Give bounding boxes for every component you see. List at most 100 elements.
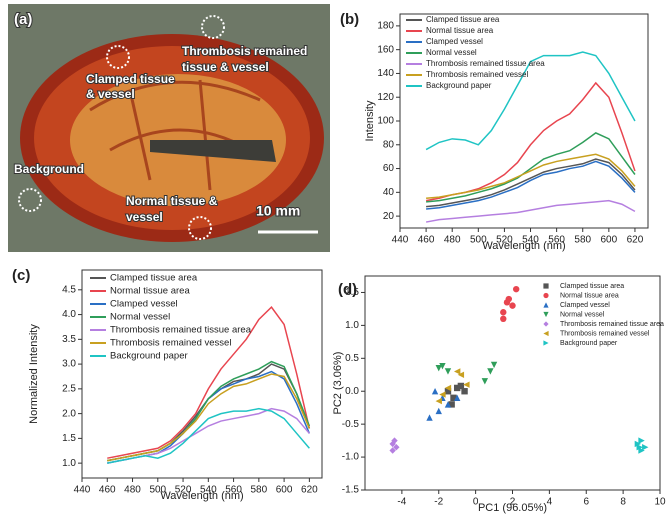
x-tick-label: 8 [620, 497, 626, 508]
point [389, 447, 396, 454]
legend-label: Clamped tissue area [426, 15, 500, 24]
y-axis-label: Normalized Intensity [28, 324, 40, 424]
chart: (c) 440 460 480 500 520 540 560 580 600 620 1.0 1.5 2… [12, 267, 323, 502]
y-tick-label: 0.5 [345, 353, 359, 364]
panel-label: (a) [14, 11, 32, 28]
legend-label: Normal tissue area [426, 26, 494, 35]
y-tick-label: 140 [377, 68, 394, 79]
y-tick-label: 3.5 [62, 334, 76, 345]
x-tick-label: 620 [627, 235, 644, 246]
x-tick-label: -2 [434, 497, 443, 508]
panel-label: (b) [340, 11, 359, 28]
photo-label: Clamped tissue [86, 72, 175, 86]
y-axis-label: PC2 (3.06%) [332, 352, 344, 415]
legend-label: Normal vessel [110, 312, 170, 323]
point [444, 384, 452, 392]
x-tick-label: 0 [473, 497, 479, 508]
point [512, 285, 520, 293]
x-tick-label: 500 [470, 235, 487, 246]
x-tick-label: 540 [200, 485, 217, 496]
point [463, 381, 470, 388]
point [638, 437, 645, 444]
legend-marker [543, 302, 549, 308]
point [435, 397, 442, 405]
photo-label: tissue & vessel [182, 60, 269, 74]
point [453, 368, 461, 375]
legend-label: Thrombosis remained vessel [110, 338, 231, 349]
y-tick-label: -1.0 [342, 452, 360, 463]
x-tick-label: 620 [301, 485, 318, 496]
x-tick-label: 560 [225, 485, 242, 496]
y-tick-label: 0.0 [345, 386, 359, 397]
series-line [425, 51, 636, 151]
y-tick-label: 40 [383, 187, 395, 198]
y-tick-label: 1.0 [345, 320, 359, 331]
point [636, 444, 643, 451]
x-tick-label: 520 [496, 235, 513, 246]
legend-label: Normal tissue area [560, 292, 619, 299]
point [509, 302, 516, 309]
y-tick-label: 60 [383, 163, 395, 174]
y-tick-label: 2.0 [62, 408, 76, 419]
series-line [107, 373, 311, 462]
x-tick-label: 480 [444, 235, 461, 246]
legend-label: Normal vessel [560, 311, 605, 318]
legend-marker [543, 321, 549, 327]
y-tick-label: -0.5 [342, 419, 360, 430]
x-tick-label: 480 [124, 485, 141, 496]
photo-label: vessel [126, 210, 163, 224]
point [448, 401, 455, 408]
y-tick-label: 1.5 [62, 433, 76, 444]
y-tick-label: -1.5 [342, 485, 360, 496]
marker-circle [106, 45, 130, 69]
series-line [426, 158, 636, 208]
point [391, 437, 398, 444]
point [439, 391, 446, 398]
x-tick-label: 580 [250, 485, 267, 496]
legend-label: Background paper [110, 351, 188, 362]
point [393, 444, 400, 451]
legend-label: Clamped vessel [110, 299, 178, 310]
point [426, 414, 433, 421]
legend-label: Thrombosis remained vessel [560, 330, 650, 337]
point [487, 368, 494, 375]
point [444, 401, 452, 408]
y-axis-label: Intensity [364, 100, 376, 141]
x-axis-label: Wavelength (nm) [482, 240, 565, 252]
point [481, 378, 489, 385]
panel-label: (c) [12, 267, 30, 284]
point [444, 388, 452, 395]
x-tick-label: 4 [547, 497, 553, 508]
point [450, 394, 457, 402]
legend-label: Thrombosis remained tissue area [110, 325, 252, 336]
legend-marker [543, 340, 549, 346]
x-tick-label: 440 [392, 235, 409, 246]
legend-label: Thrombosis remained tissue area [426, 59, 545, 68]
y-tick-label: 4.0 [62, 309, 76, 320]
photo-label: Thrombosis remained [182, 44, 307, 58]
point [642, 444, 649, 451]
point [435, 364, 442, 372]
legend-marker [543, 292, 549, 299]
x-tick-label: 580 [574, 235, 591, 246]
y-tick-label: 160 [377, 44, 394, 55]
x-tick-label: 2 [510, 497, 516, 508]
y-tick-label: 120 [377, 92, 394, 103]
series-line [107, 407, 310, 464]
x-tick-label: 600 [276, 485, 293, 496]
series-line [107, 305, 311, 459]
series-line [425, 199, 636, 223]
x-tick-label: 460 [418, 235, 435, 246]
point [431, 388, 439, 395]
point [500, 309, 507, 316]
photo-label: Background [14, 162, 84, 176]
y-tick-label: 4.5 [62, 284, 76, 295]
legend-label: Normal vessel [426, 48, 477, 57]
x-tick-label: 460 [99, 485, 116, 496]
point [490, 361, 498, 369]
point [500, 315, 507, 322]
series-line [426, 132, 636, 203]
y-tick-label: 3.0 [62, 359, 76, 370]
